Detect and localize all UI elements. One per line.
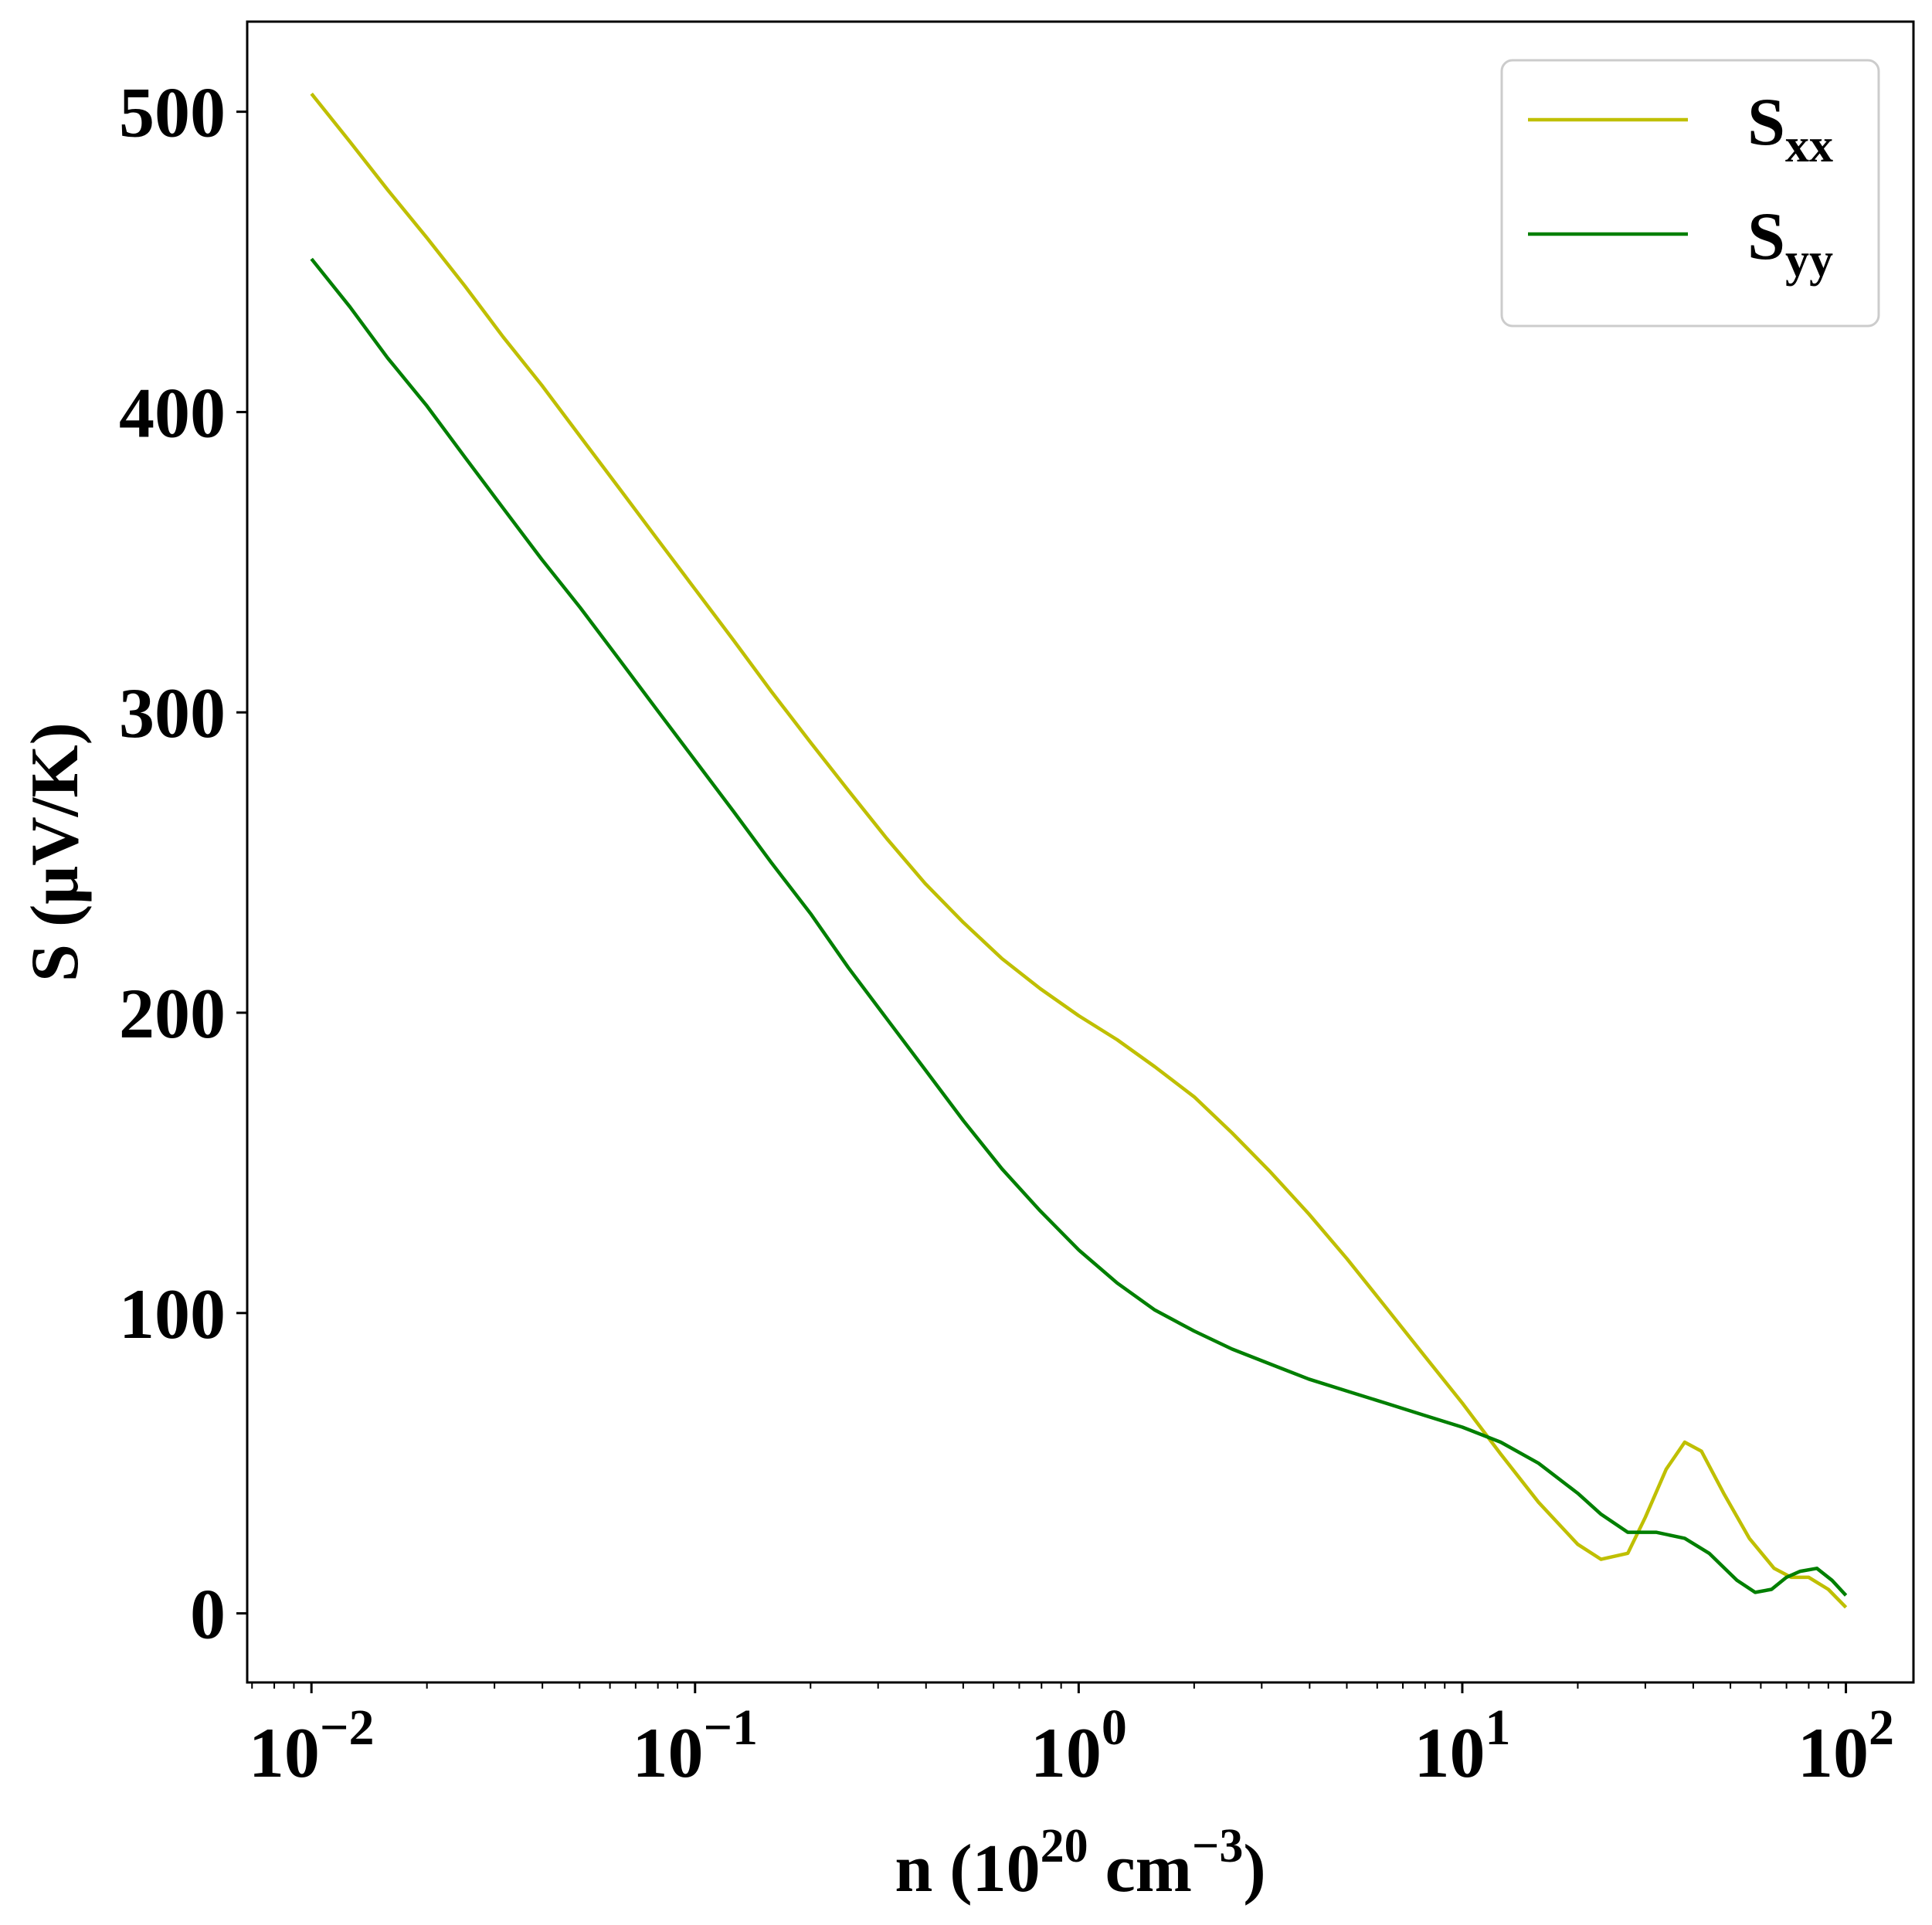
y-tick-label: 500: [119, 73, 226, 152]
plot-frame: [246, 20, 1915, 1684]
x-axis-title: n (1020 cm−3): [895, 1820, 1265, 1906]
y-tick-label: 300: [119, 674, 226, 752]
x-tick-label: 10−1: [632, 1699, 758, 1792]
x-axis-title-sup2: −3: [1192, 1820, 1243, 1872]
y-tick-label: 200: [119, 974, 226, 1053]
x-tick-label: 10−2: [249, 1699, 375, 1792]
x-tick-label: 100: [1031, 1699, 1127, 1792]
x-tick-label: 101: [1414, 1699, 1510, 1792]
y-tick-label: 400: [119, 373, 226, 452]
x-axis-title-mid: cm: [1088, 1832, 1192, 1906]
y-tick-label: 0: [190, 1575, 226, 1654]
legend: Sxx Syy: [1500, 59, 1880, 328]
x-axis-title-tail: ): [1243, 1832, 1265, 1906]
series-line-Sxx: [310, 92, 1848, 1609]
series-line-Syy: [310, 257, 1848, 1597]
plot-series-group: [310, 92, 1848, 1609]
y-axis: 0 100 200 300 400 500: [119, 73, 247, 1654]
legend-label: Sxx: [1747, 85, 1833, 172]
x-axis-title-sup1: 20: [1041, 1820, 1088, 1872]
x-axis: 10−2 10−1 100 101 102: [249, 1682, 1894, 1792]
legend-label: Syy: [1747, 199, 1833, 287]
y-tick-label: 100: [119, 1275, 226, 1353]
x-axis-title-base: n (10: [895, 1832, 1040, 1906]
x-tick-label: 102: [1798, 1699, 1894, 1792]
y-axis-title: S (μV/K): [18, 722, 93, 982]
legend-box: [1500, 59, 1880, 328]
